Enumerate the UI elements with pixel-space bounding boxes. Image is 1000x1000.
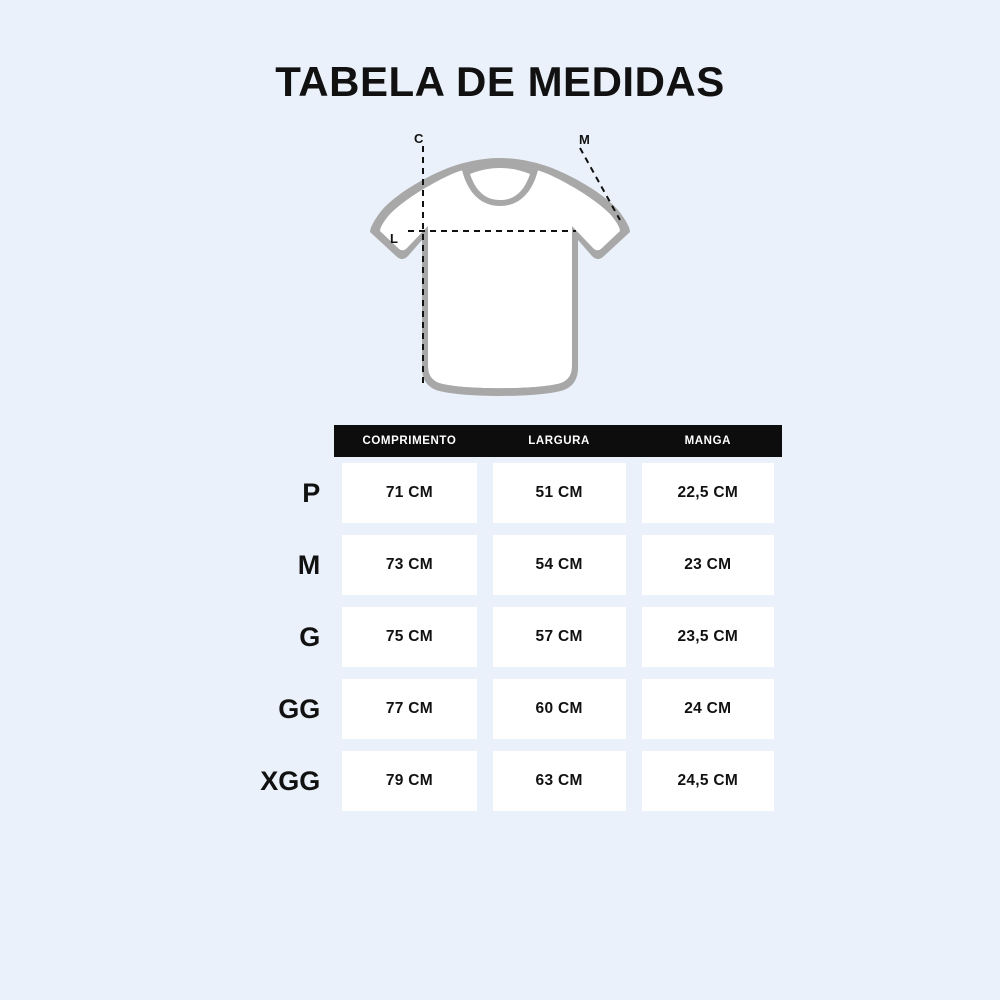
cell-manga: 24 CM	[634, 673, 782, 745]
cell-value: 57 CM	[492, 607, 626, 667]
length-label: C	[414, 131, 424, 146]
sleeve-label: M	[579, 132, 590, 147]
row-size-label: XGG	[260, 765, 321, 796]
row-size-label: GG	[278, 693, 321, 724]
cell-value: 51 CM	[492, 463, 626, 523]
page-title: TABELA DE MEDIDAS	[275, 58, 725, 105]
cell-value: 77 CM	[342, 679, 477, 739]
cell-largura: 63 CM	[485, 745, 634, 817]
tshirt-diagram: C M L	[340, 120, 660, 410]
column-header-comprimento: COMPRIMENTO	[334, 425, 485, 457]
shirt-collar-inner	[470, 168, 530, 200]
sleeve-measure-line	[579, 147, 621, 221]
table-row: M 73 CM 54 CM 23 CM	[222, 529, 782, 601]
column-header-manga: MANGA	[633, 425, 782, 457]
cell-value: 73 CM	[342, 535, 477, 595]
table-row: GG 77 CM 60 CM 24 CM	[222, 673, 782, 745]
cell-value: 63 CM	[492, 751, 626, 811]
row-size-label: G	[299, 621, 321, 652]
size-table-wrapper: COMPRIMENTO LARGURA MANGA P 71 CM 51 CM …	[222, 425, 782, 817]
cell-largura: 57 CM	[485, 601, 634, 673]
cell-value: 23 CM	[641, 535, 774, 595]
cell-comprimento: 73 CM	[334, 529, 484, 601]
cell-value: 24 CM	[641, 679, 774, 739]
table-header-row: COMPRIMENTO LARGURA MANGA	[222, 425, 782, 457]
cell-manga: 22,5 CM	[634, 457, 782, 529]
size-table: COMPRIMENTO LARGURA MANGA P 71 CM 51 CM …	[222, 425, 782, 817]
cell-manga: 24,5 CM	[634, 745, 782, 817]
width-label: L	[390, 231, 398, 246]
cell-value: 23,5 CM	[641, 607, 774, 667]
cell-manga: 23 CM	[634, 529, 782, 601]
table-corner-cell	[222, 425, 334, 457]
cell-comprimento: 77 CM	[334, 673, 484, 745]
shirt-body	[380, 165, 620, 389]
cell-manga: 23,5 CM	[634, 601, 782, 673]
cell-largura: 54 CM	[485, 529, 634, 601]
table-row: G 75 CM 57 CM 23,5 CM	[222, 601, 782, 673]
cell-value: 60 CM	[492, 679, 626, 739]
cell-largura: 60 CM	[485, 673, 634, 745]
cell-value: 75 CM	[342, 607, 477, 667]
cell-comprimento: 75 CM	[334, 601, 484, 673]
cell-value: 22,5 CM	[641, 463, 774, 523]
table-body: P 71 CM 51 CM 22,5 CM M 73 CM 54 CM 23 C…	[222, 457, 782, 817]
column-header-largura: LARGURA	[484, 425, 634, 457]
tshirt-illustration	[370, 146, 630, 396]
cell-value: 71 CM	[342, 463, 477, 523]
cell-comprimento: 79 CM	[334, 745, 484, 817]
row-size-label: P	[302, 477, 321, 508]
table-row: XGG 79 CM 63 CM 24,5 CM	[222, 745, 782, 817]
cell-largura: 51 CM	[485, 457, 634, 529]
row-size-label: M	[297, 549, 321, 580]
cell-value: 79 CM	[342, 751, 477, 811]
cell-comprimento: 71 CM	[334, 457, 484, 529]
table-row: P 71 CM 51 CM 22,5 CM	[222, 457, 782, 529]
cell-value: 24,5 CM	[641, 751, 774, 811]
cell-value: 54 CM	[492, 535, 626, 595]
